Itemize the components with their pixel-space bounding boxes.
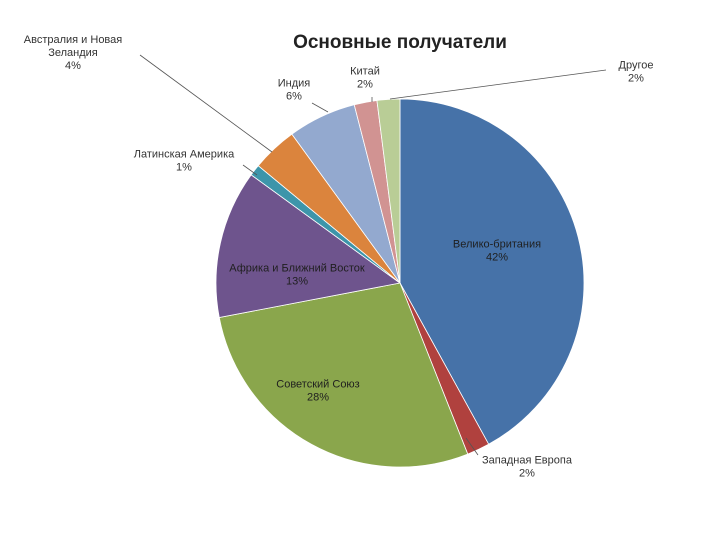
slice-name: Зеландия [48,47,98,59]
leader-line [139,54,273,153]
slice-name: Западная Европа [482,455,573,467]
pie-slice [399,98,585,445]
slice-percent: 2% [519,468,535,480]
slice-percent: 1% [176,162,192,174]
slice-percent: 6% [286,91,302,103]
leader-line [465,437,479,456]
slice-name: Другое [619,60,654,72]
slice-name: Китай [350,66,380,78]
leader-line [311,102,329,113]
slice-percent: 42% [486,252,508,264]
slice-percent: 13% [286,276,308,288]
slice-percent: 2% [357,79,373,91]
pie-slice [215,174,401,318]
chart-title: Основные получатели [293,32,507,53]
slice-name: Индия [278,78,311,90]
leader-line [389,69,607,100]
slice-percent: 28% [307,392,329,404]
pie-slices [215,98,585,468]
slice-percent: 2% [628,73,644,85]
pie-slice [218,282,469,468]
slice-name: Советский Союз [276,379,359,391]
slice-name: Австралия и Новая [24,34,123,46]
pie-slice [376,98,401,284]
leader-line [242,164,258,176]
slice-name: Латинская Америка [134,149,235,161]
slice-name: Африка и Ближний Восток [229,263,365,275]
slice-percent: 4% [65,60,81,72]
slice-name: Велико-британия [453,239,541,251]
